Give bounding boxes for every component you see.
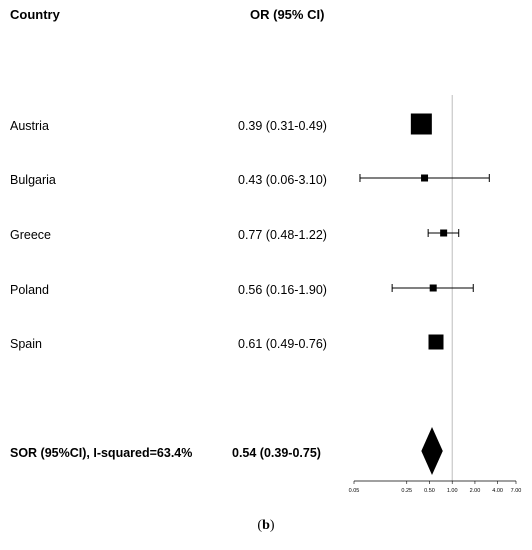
caption-letter: b [262, 518, 270, 533]
pooled-diamond [421, 427, 443, 475]
caption-open: ( [257, 518, 263, 533]
x-tick-label: 0.25 [401, 488, 412, 494]
x-tick-label: 1.00 [447, 488, 458, 494]
row-or-austria: 0.39 (0.31-0.49) [238, 119, 327, 133]
point-estimate-poland [429, 284, 437, 292]
point-estimate-bulgaria [421, 174, 429, 182]
x-tick-label: 0.05 [349, 488, 360, 494]
figure-caption: (b) [0, 518, 532, 534]
header-country: Country [10, 7, 60, 22]
point-estimate-spain [428, 334, 444, 350]
row-or-spain: 0.61 (0.49-0.76) [238, 337, 327, 351]
row-country-austria: Austria [10, 119, 49, 133]
row-country-bulgaria: Bulgaria [10, 173, 56, 187]
row-country-poland: Poland [10, 283, 49, 297]
row-or-bulgaria: 0.43 (0.06-3.10) [238, 173, 327, 187]
x-tick-label: 0.50 [424, 488, 435, 494]
row-or-poland: 0.56 (0.16-1.90) [238, 283, 327, 297]
x-tick-label: 7.00 [511, 488, 522, 494]
x-tick-label: 4.00 [492, 488, 503, 494]
row-or-greece: 0.77 (0.48-1.22) [238, 228, 327, 242]
x-tick-label: 2.00 [470, 488, 481, 494]
summary-label: SOR (95%CI), I-squared=63.4% [10, 446, 193, 460]
row-country-spain: Spain [10, 337, 42, 351]
point-estimate-austria [410, 113, 432, 135]
point-estimate-greece [440, 229, 448, 237]
caption-close: ) [269, 518, 275, 533]
summary-value: 0.54 (0.39-0.75) [232, 446, 321, 460]
row-country-greece: Greece [10, 228, 51, 242]
header-odds-ratio: OR (95% CI) [250, 7, 325, 22]
